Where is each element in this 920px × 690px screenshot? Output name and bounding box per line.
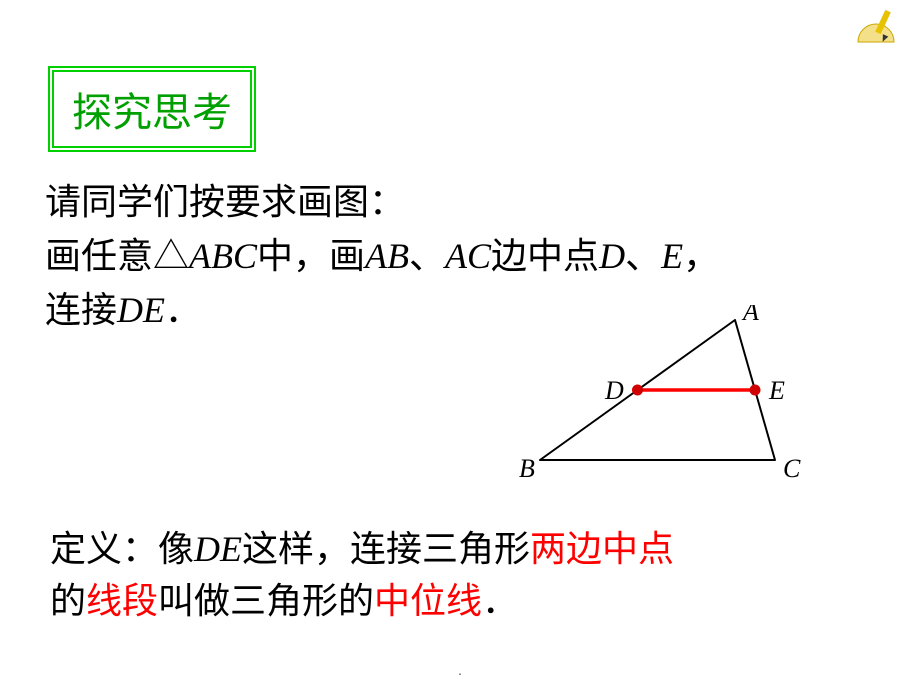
t: 边中点 bbox=[491, 236, 599, 276]
t: ， bbox=[683, 236, 719, 276]
t: 连接 bbox=[45, 290, 117, 330]
accent-midline: 中位线 bbox=[374, 581, 482, 621]
t: 叫做三角形的 bbox=[158, 581, 374, 621]
t: 定义：像 bbox=[50, 529, 194, 569]
t: ． bbox=[482, 581, 518, 621]
label-ac: AC bbox=[445, 236, 491, 276]
section-header-text: 探究思考 bbox=[72, 90, 232, 135]
footer-mark: . bbox=[458, 664, 462, 680]
label-de2: DE bbox=[194, 529, 242, 569]
t: 画任意△ bbox=[45, 236, 189, 276]
section-header: 探究思考 bbox=[48, 66, 256, 152]
label-de: DE bbox=[117, 290, 165, 330]
instruction-line1: 请同学们按要求画图： bbox=[45, 182, 405, 222]
t: 这样，连接三角形 bbox=[242, 529, 530, 569]
accent-two-midpoints: 两边中点 bbox=[530, 529, 674, 569]
label-ab: AB bbox=[365, 236, 409, 276]
svg-text:B: B bbox=[519, 454, 535, 483]
triangle-diagram: A B C D E bbox=[505, 305, 815, 505]
svg-text:C: C bbox=[783, 454, 801, 483]
svg-text:A: A bbox=[741, 305, 759, 326]
label-e: E bbox=[661, 236, 683, 276]
t: 、 bbox=[625, 236, 661, 276]
t: 、 bbox=[409, 236, 445, 276]
t: 的 bbox=[50, 581, 86, 621]
svg-text:D: D bbox=[604, 376, 624, 405]
label-d: D bbox=[599, 236, 625, 276]
svg-text:E: E bbox=[768, 376, 785, 405]
definition-text: 定义：像DE这样，连接三角形两边中点 的线段叫做三角形的中位线． bbox=[50, 523, 880, 627]
t: ． bbox=[165, 290, 201, 330]
label-abc: ABC bbox=[189, 236, 257, 276]
accent-segment: 线段 bbox=[86, 581, 158, 621]
pencil-compass-icon bbox=[850, 8, 905, 48]
t: 中，画 bbox=[257, 236, 365, 276]
